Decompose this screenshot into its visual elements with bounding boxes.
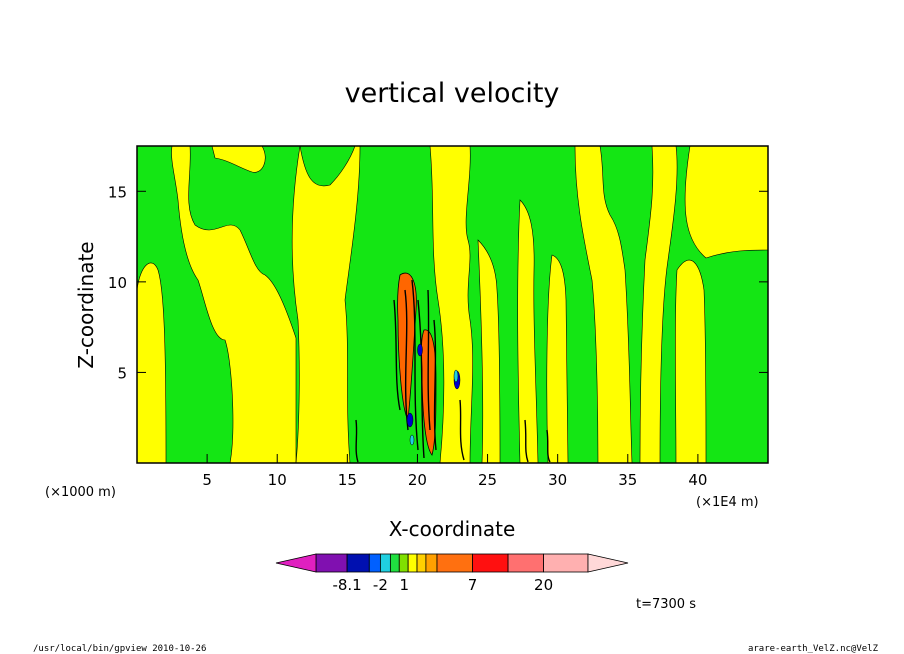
colorbar-tick-labels: -8.1 -2 1 7 20 [332, 576, 553, 594]
colorbar-swatch [315, 553, 348, 573]
band-12 [675, 259, 707, 463]
colorbar-level-label: -2 [373, 576, 388, 594]
band-7 [517, 199, 539, 463]
footer-right: arare-earth_VelZ.nc@VelZ [748, 644, 879, 654]
band-2 [171, 146, 297, 463]
plot-frame [136, 145, 769, 464]
colorbar [275, 553, 629, 573]
x-tick-label: 30 [548, 471, 567, 489]
colorbar-swatch [407, 553, 418, 573]
colorbar-swatch [425, 553, 438, 573]
x-tick-label: 15 [338, 471, 357, 489]
y-tick-label: 5 [117, 364, 127, 382]
colorbar-level-label: -8.1 [332, 576, 361, 594]
colorbar-high-arrow [587, 553, 629, 573]
band-9 [574, 146, 633, 463]
band-6 [477, 239, 501, 463]
positive-velocity-bands [137, 146, 768, 463]
plot-field [137, 146, 768, 463]
time-label: t=7300 s [636, 597, 696, 612]
x-scale-label: (×1E4 m) [696, 495, 759, 510]
x-axis-label: X-coordinate [389, 517, 516, 541]
cyan-cells [409, 369, 459, 446]
y-axis-ticks: 5 10 15 [108, 183, 768, 382]
colorbar-swatch [389, 553, 400, 573]
colorbar-low-arrow [275, 553, 317, 573]
downdraft-streaks [355, 279, 551, 463]
x-axis-ticks: 5 10 15 20 25 30 35 40 [202, 454, 707, 489]
colorbar-level-label: 7 [468, 576, 478, 594]
band-5 [429, 146, 473, 463]
band-3 [291, 146, 361, 463]
colorbar-level-label: 20 [534, 576, 553, 594]
x-tick-label: 10 [268, 471, 287, 489]
colorbar-swatch [379, 553, 391, 573]
band-4 [211, 146, 266, 173]
colorbar-swatch [436, 553, 473, 573]
colorbar-swatch [346, 553, 370, 573]
x-tick-label: 20 [408, 471, 427, 489]
band-1 [137, 262, 167, 463]
x-tick-label: 25 [478, 471, 497, 489]
colorbar-swatch [543, 553, 589, 573]
x-tick-label: 5 [202, 471, 212, 489]
colorbar-swatch [368, 553, 381, 573]
colorbar-swatch [416, 553, 427, 573]
y-tick-label: 15 [108, 183, 127, 201]
chart-title: vertical velocity [345, 78, 560, 109]
x-tick-label: 40 [688, 471, 707, 489]
footer-left: /usr/local/bin/gpview 2010-10-26 [33, 644, 206, 654]
band-11 [684, 146, 768, 259]
y-axis-label: Z-coordinate [74, 241, 98, 368]
colorbar-swatch [398, 553, 409, 573]
band-10 [639, 146, 678, 463]
x-unit-label: (×1000 m) [45, 485, 116, 500]
colorbar-swatch [472, 553, 509, 573]
colorbar-swatch [507, 553, 544, 573]
colorbar-level-label: 1 [399, 576, 409, 594]
x-tick-label: 35 [618, 471, 637, 489]
band-8 [546, 254, 569, 463]
y-tick-label: 10 [108, 274, 127, 292]
